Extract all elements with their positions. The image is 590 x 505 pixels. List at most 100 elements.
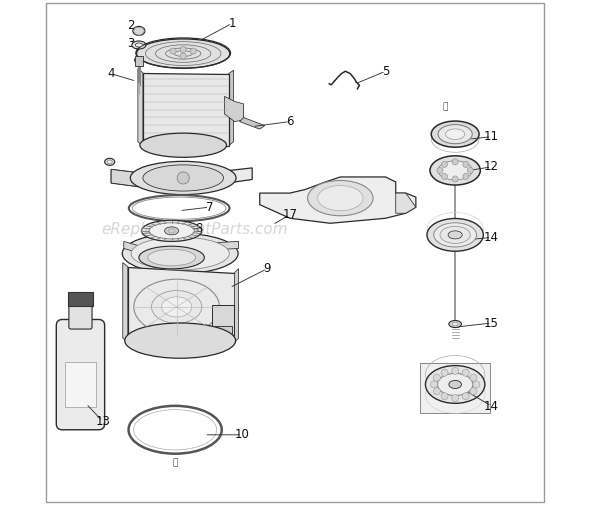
Text: Ⓐ: Ⓐ (442, 102, 448, 111)
Polygon shape (235, 269, 238, 342)
Polygon shape (111, 168, 252, 191)
Ellipse shape (449, 380, 461, 388)
Text: 14: 14 (484, 231, 499, 244)
Ellipse shape (140, 133, 227, 158)
Ellipse shape (438, 161, 472, 180)
Circle shape (463, 173, 469, 179)
Text: 2: 2 (127, 19, 135, 32)
FancyBboxPatch shape (135, 56, 143, 66)
Circle shape (437, 167, 443, 173)
Text: 15: 15 (484, 317, 499, 329)
Ellipse shape (139, 246, 204, 269)
Ellipse shape (452, 322, 458, 326)
FancyBboxPatch shape (56, 320, 104, 430)
Ellipse shape (142, 220, 202, 241)
Circle shape (462, 369, 469, 376)
FancyBboxPatch shape (420, 363, 490, 413)
Text: 4: 4 (107, 67, 115, 80)
Ellipse shape (317, 185, 363, 211)
FancyBboxPatch shape (214, 326, 231, 339)
Text: 5: 5 (382, 65, 389, 78)
Text: 17: 17 (283, 208, 297, 221)
Circle shape (190, 48, 196, 54)
Ellipse shape (131, 237, 230, 270)
Polygon shape (128, 267, 235, 342)
Polygon shape (396, 193, 416, 213)
Polygon shape (124, 241, 238, 254)
Ellipse shape (445, 129, 465, 139)
Text: 12: 12 (484, 161, 499, 173)
Circle shape (451, 367, 458, 374)
Polygon shape (111, 169, 172, 191)
Ellipse shape (449, 321, 461, 328)
Circle shape (441, 173, 447, 179)
Circle shape (433, 374, 440, 381)
Ellipse shape (162, 297, 192, 317)
Text: 8: 8 (196, 222, 203, 235)
Ellipse shape (149, 223, 194, 239)
Circle shape (177, 172, 189, 184)
Polygon shape (240, 118, 265, 129)
Ellipse shape (434, 223, 477, 247)
Polygon shape (143, 73, 228, 146)
Ellipse shape (122, 233, 238, 274)
Ellipse shape (135, 58, 143, 63)
Circle shape (467, 167, 473, 173)
FancyBboxPatch shape (68, 292, 93, 306)
Text: 14: 14 (484, 399, 499, 413)
Ellipse shape (152, 290, 202, 323)
Text: 1: 1 (228, 17, 236, 30)
Ellipse shape (430, 156, 480, 185)
Circle shape (441, 161, 447, 167)
Circle shape (470, 388, 477, 395)
Circle shape (180, 53, 186, 59)
Polygon shape (228, 70, 234, 146)
Circle shape (433, 388, 440, 395)
Circle shape (452, 159, 458, 165)
Circle shape (431, 381, 438, 388)
Ellipse shape (427, 219, 483, 251)
Ellipse shape (148, 249, 195, 266)
Ellipse shape (130, 161, 236, 194)
Ellipse shape (307, 180, 373, 216)
Ellipse shape (137, 39, 230, 68)
Ellipse shape (143, 165, 224, 191)
Ellipse shape (438, 373, 473, 395)
Ellipse shape (165, 227, 179, 235)
FancyBboxPatch shape (69, 301, 92, 329)
Polygon shape (260, 177, 416, 223)
Circle shape (170, 48, 176, 54)
Ellipse shape (431, 121, 479, 147)
FancyBboxPatch shape (212, 306, 234, 335)
Text: 3: 3 (127, 37, 135, 50)
Circle shape (463, 161, 469, 167)
Ellipse shape (168, 229, 175, 233)
Text: 6: 6 (286, 115, 294, 128)
Circle shape (441, 393, 448, 400)
Circle shape (470, 374, 477, 381)
Circle shape (441, 369, 448, 376)
Text: 7: 7 (206, 200, 213, 214)
Circle shape (462, 393, 469, 400)
Text: eReplacementParts.com: eReplacementParts.com (101, 222, 287, 237)
Circle shape (452, 176, 458, 182)
Ellipse shape (124, 323, 235, 358)
Text: 9: 9 (264, 262, 271, 275)
Polygon shape (138, 69, 143, 146)
Ellipse shape (133, 26, 145, 35)
Ellipse shape (438, 125, 472, 144)
Ellipse shape (135, 43, 142, 47)
Text: 11: 11 (484, 130, 499, 143)
Ellipse shape (448, 231, 462, 239)
FancyBboxPatch shape (65, 362, 96, 407)
Polygon shape (224, 96, 244, 122)
Text: 10: 10 (235, 428, 250, 441)
Polygon shape (123, 263, 128, 342)
Text: Ⓐ: Ⓐ (172, 459, 178, 468)
Circle shape (473, 381, 480, 388)
Ellipse shape (104, 159, 114, 165)
Ellipse shape (425, 366, 485, 403)
Ellipse shape (107, 160, 112, 164)
Ellipse shape (440, 226, 470, 243)
Circle shape (180, 46, 186, 53)
